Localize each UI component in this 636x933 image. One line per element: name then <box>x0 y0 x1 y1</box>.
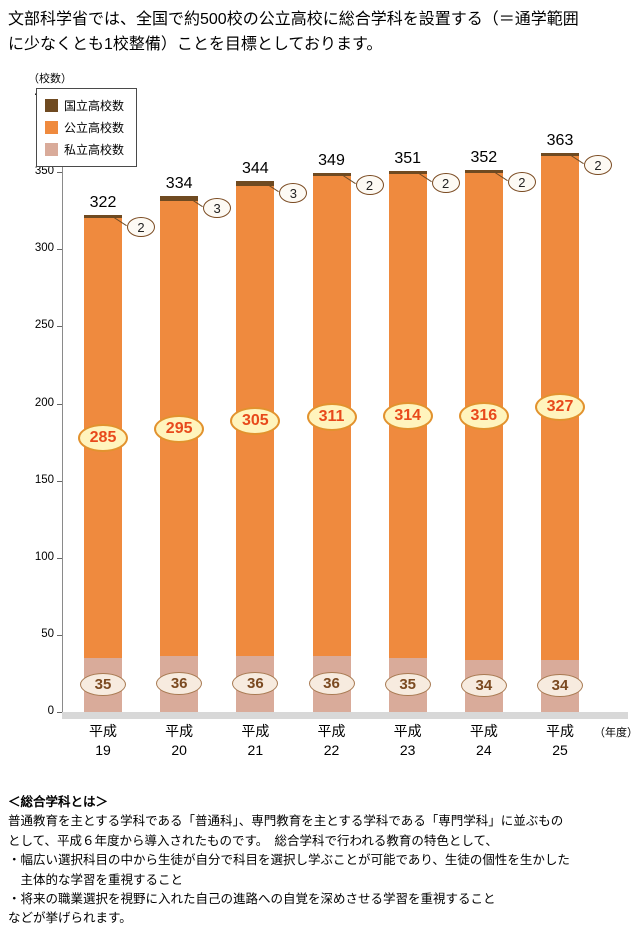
notes-line: 普通教育を主とする学科である「普通科」、専門教育を主とする学科である「専門学科」… <box>8 814 564 829</box>
y-axis-unit-label: （校数） <box>28 73 72 85</box>
y-tick-label: 0 <box>47 705 54 717</box>
legend-label-private: 私立高校数 <box>64 143 125 157</box>
public-count-bubble: 327 <box>535 393 586 422</box>
bar-segment-national <box>541 153 580 156</box>
y-tick-label: 200 <box>34 396 54 409</box>
bar-segment-national <box>464 170 503 173</box>
x-axis-unit-label: （年度） <box>594 727 636 739</box>
x-tick-label: 平成 22 <box>317 723 346 758</box>
national-count-bubble: 2 <box>355 175 384 195</box>
y-tick-mark <box>57 172 62 174</box>
national-count-bubble: 2 <box>127 217 155 237</box>
y-tick-mark <box>57 557 62 559</box>
notes-line: ・将来の職業選択を視野に入れた自己の進路への自覚を深めさせる学習を重視すること <box>8 891 496 906</box>
bar-total-label: 352 <box>470 149 498 166</box>
x-tick-label: 平成 23 <box>393 723 422 758</box>
public-count-bubble: 311 <box>306 402 357 431</box>
y-tick-mark <box>57 249 62 251</box>
legend-item-public: 公立高校数 <box>45 119 124 136</box>
private-count-bubble: 34 <box>537 673 584 697</box>
bar-segment-national <box>388 171 427 174</box>
private-count-bubble: 34 <box>460 673 507 697</box>
bar-total-label: 344 <box>241 160 269 177</box>
x-tick-label: 平成 20 <box>165 723 194 758</box>
national-count-bubble: 3 <box>203 198 232 218</box>
bar-total-label: 349 <box>318 152 345 169</box>
notes-line: として、平成６年度から導入されたものです。 総合学科で行われる教育の特色として、 <box>8 833 498 848</box>
y-tick-mark <box>57 326 62 328</box>
header-text-line: に少なくとも1校整備）ことを目標としております。 <box>8 35 383 53</box>
y-tick-label: 150 <box>34 473 54 486</box>
public-count-bubble: 295 <box>154 414 205 443</box>
private-count-bubble: 35 <box>80 673 126 696</box>
notes-heading: ＜総合学科とは＞ <box>8 795 109 809</box>
bar-total-label: 351 <box>394 150 422 167</box>
bar-segment-national <box>312 173 351 176</box>
legend-item-private: 私立高校数 <box>45 141 124 158</box>
y-tick-label: 300 <box>34 242 54 255</box>
bar-total-label: 363 <box>546 132 574 149</box>
y-tick-label: 350 <box>34 165 54 178</box>
y-tick-label: 250 <box>34 319 54 332</box>
legend-label-national: 国立高校数 <box>64 99 125 113</box>
y-tick-mark <box>57 480 62 482</box>
legend-swatch-national <box>45 99 58 112</box>
private-count-bubble: 36 <box>156 672 203 696</box>
legend-item-national: 国立高校数 <box>45 97 124 114</box>
y-tick-mark <box>57 712 62 713</box>
notes-line: ・幅広い選択科目の中から生徒が自分で科目を選択し学ぶことが可能であり、生徒の個性… <box>8 853 570 868</box>
y-tick-mark <box>57 634 62 636</box>
legend-swatch-private <box>45 143 58 156</box>
bar-total-label: 334 <box>165 175 193 192</box>
national-count-bubble: 3 <box>279 183 308 203</box>
public-count-bubble: 285 <box>78 424 128 453</box>
legend-label-public: 公立高校数 <box>64 121 125 135</box>
y-tick-mark <box>57 403 62 405</box>
public-count-bubble: 316 <box>458 401 509 430</box>
private-count-bubble: 36 <box>232 672 279 696</box>
bar-segment-national <box>236 181 275 186</box>
header-text-line: 文部科学省では、全国で約500校の公立高校に総合学科を設置する（＝通学範囲 <box>8 11 579 28</box>
x-tick-label: 平成 19 <box>89 723 117 758</box>
private-count-bubble: 36 <box>308 672 355 696</box>
y-tick-label: 50 <box>41 627 54 640</box>
x-tick-label: 平成 21 <box>241 723 270 758</box>
x-tick-label: 平成 24 <box>469 723 498 758</box>
national-count-bubble: 2 <box>431 173 460 193</box>
y-axis-line <box>62 95 63 712</box>
public-count-bubble: 314 <box>382 401 433 430</box>
public-count-bubble: 305 <box>230 407 281 436</box>
x-axis-baseline <box>62 712 628 719</box>
notes-line: などが挙げられます。 <box>8 911 132 926</box>
y-tick-label: 100 <box>34 550 54 563</box>
x-tick-label: 平成 25 <box>546 723 575 758</box>
bar-total-label: 322 <box>89 194 117 211</box>
national-count-bubble: 2 <box>507 172 536 192</box>
private-count-bubble: 35 <box>384 673 431 696</box>
legend-swatch-public <box>45 121 58 134</box>
legend: 国立高校数 公立高校数 私立高校数 <box>36 88 138 167</box>
notes-section: ＜総合学科とは＞ 普通教育を主とする学科である「普通科」、専門教育を主とする学科… <box>8 793 634 929</box>
national-count-bubble: 2 <box>584 155 613 175</box>
bar-segment-national <box>84 215 122 218</box>
page-header: 文部科学省では、全国で約500校の公立高校に総合学科を設置する（＝通学範囲 に少… <box>8 8 632 58</box>
stacked-bar-chart: （校数） （年度） 国立高校数 公立高校数 私立高校数 0 50 100 150 200… <box>0 70 636 800</box>
notes-line: 主体的な学習を重視すること <box>8 872 184 887</box>
bar-segment-national <box>160 196 199 201</box>
